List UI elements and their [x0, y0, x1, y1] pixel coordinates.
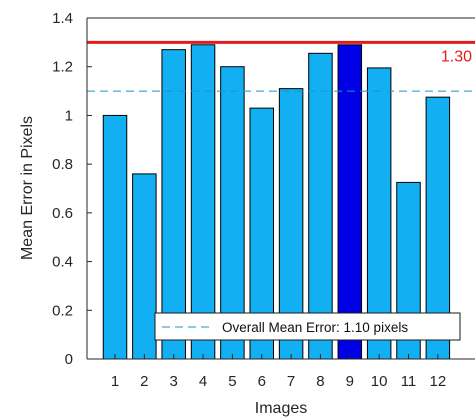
x-tick-label: 4: [199, 373, 207, 390]
x-tick-label: 7: [287, 373, 295, 390]
bar-1: [102, 114, 128, 360]
bars-group: [102, 44, 451, 360]
x-tick-label: 10: [371, 373, 388, 390]
bar-4: [190, 44, 216, 360]
bar-9: [337, 44, 363, 360]
y-tick-label: 1.4: [52, 10, 73, 27]
y-tick-label: 1: [65, 107, 73, 124]
y-axis-label: Mean Error in Pixels: [19, 116, 36, 260]
y-tick-label: 0.8: [52, 156, 73, 173]
x-tick-labels: 1 2 3 4 5 6 7 8 9 10 11 12: [111, 373, 446, 390]
x-tick-label: 9: [346, 373, 354, 390]
x-tick-label: 5: [228, 373, 236, 390]
y-tick-label: 0.4: [52, 254, 73, 271]
x-tick-label: 1: [111, 373, 119, 390]
bar-2: [132, 173, 157, 360]
axes: [86, 17, 475, 360]
y-tick-label: 1.2: [52, 59, 73, 76]
x-tick-label: 8: [316, 373, 324, 390]
y-tick-labels: 0 0.2 0.4 0.6 0.8 1 1.2 1.4: [52, 10, 73, 368]
y-tick-label: 0.2: [52, 302, 73, 319]
x-tick-label: 12: [430, 373, 447, 390]
legend: Overall Mean Error: 1.10 pixels: [154, 312, 461, 341]
legend-label: Overall Mean Error: 1.10 pixels: [222, 320, 408, 335]
y-tick-label: 0.6: [52, 205, 73, 222]
x-axis-label: Images: [255, 400, 307, 417]
x-tick-label: 11: [401, 373, 417, 390]
x-tick-label: 6: [258, 373, 266, 390]
y-tick-label: 0: [65, 351, 73, 368]
x-tick-label: 2: [140, 373, 148, 390]
threshold-label: 1.30: [441, 48, 472, 65]
x-tick-label: 3: [170, 373, 178, 390]
